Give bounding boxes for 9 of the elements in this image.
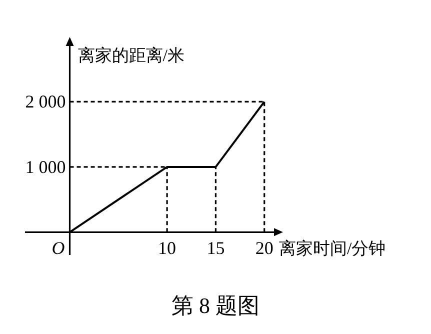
x-tick-label: 20 [255,238,274,258]
x-tick-label: 10 [158,238,176,258]
x-tick-label: 15 [206,238,225,258]
x-axis-title: 离家时间/分钟 [279,239,386,258]
y-axis-title: 离家的距离/米 [78,46,184,65]
y-tick-label: 2 000 [25,92,66,112]
text: 第 8 题图 [172,293,260,318]
annotation: O [52,238,65,258]
y-tick-label: 1 000 [25,156,66,177]
